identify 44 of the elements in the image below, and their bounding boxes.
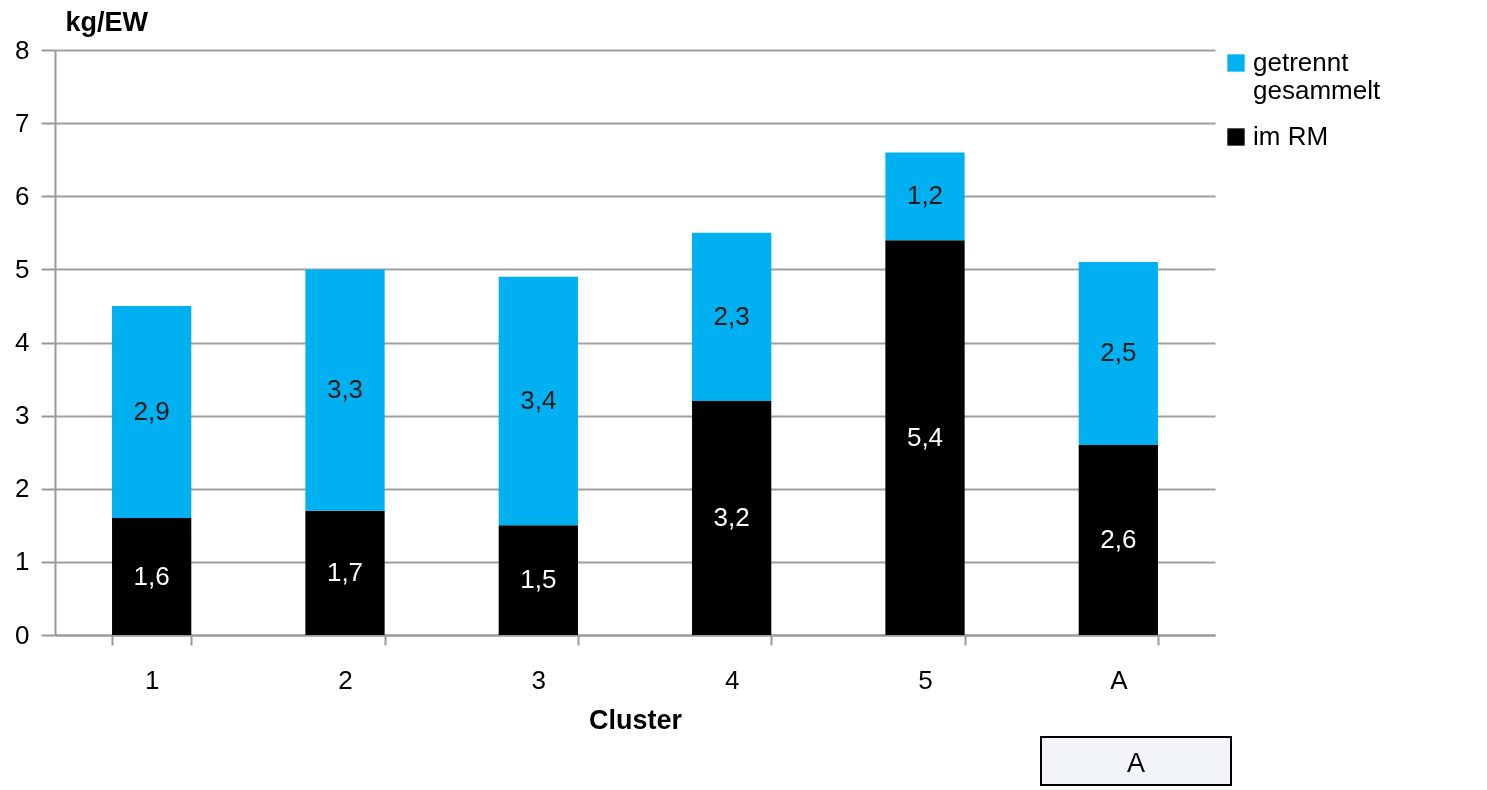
bar (305, 269, 385, 511)
y-axis-title: kg/EW (65, 6, 149, 37)
x-axis-title: Cluster (588, 704, 683, 735)
x-tick-label: 2 (338, 664, 353, 695)
bar (692, 232, 772, 401)
text: A (1040, 736, 1232, 786)
data-label: 1,5 (520, 564, 557, 595)
data-label: 2,9 (133, 395, 170, 426)
data-label: 1,7 (326, 556, 364, 587)
data-label: 1,6 (133, 560, 170, 591)
data-label: 5,4 (906, 421, 944, 452)
y-tick-label: 7 (15, 107, 30, 138)
bar (112, 518, 192, 635)
data-label: 1,2 (906, 180, 944, 211)
data-label: 2,3 (713, 300, 750, 331)
x-tick-label: 1 (144, 664, 160, 695)
y-tick-label: 3 (15, 400, 30, 431)
bar (498, 525, 578, 635)
legend-label: getrennt gesammelt (1253, 47, 1381, 105)
x-tick-label: 5 (918, 664, 933, 695)
legend-label: im RM (1253, 121, 1329, 151)
bar (305, 510, 385, 635)
y-tick-label: 1 (15, 546, 30, 577)
x-tick-label: A (1110, 664, 1129, 695)
bar (1078, 262, 1158, 445)
bar (885, 152, 965, 241)
data-label: 3,2 (713, 502, 750, 532)
y-tick-label: 6 (15, 180, 30, 211)
y-tick-label: 5 (15, 253, 30, 284)
bar (498, 276, 578, 526)
bar (112, 305, 192, 518)
y-tick-label: 8 (15, 34, 30, 65)
bar (885, 240, 965, 635)
y-tick-label: 4 (15, 327, 30, 357)
x-tick-label: 3 (531, 664, 547, 695)
x-tick-label: 4 (724, 664, 740, 695)
bar (1078, 444, 1158, 635)
y-tick-label: 2 (15, 473, 30, 504)
data-label: 2,5 (1100, 337, 1137, 368)
data-label: 3,4 (520, 385, 557, 415)
data-label: 2,6 (1100, 523, 1137, 554)
data-label: 3,3 (326, 374, 364, 405)
y-tick-label: 0 (15, 619, 30, 650)
bar (692, 401, 772, 635)
